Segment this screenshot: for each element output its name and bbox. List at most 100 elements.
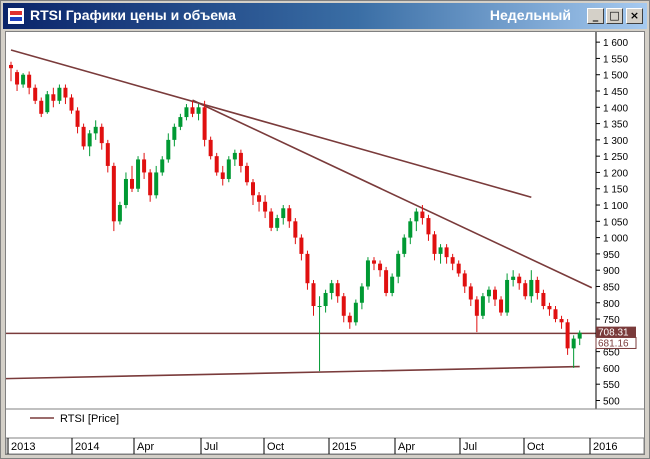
candle bbox=[257, 191, 262, 212]
x-tick-label: Apr bbox=[398, 441, 415, 453]
candle bbox=[414, 208, 419, 232]
candle bbox=[444, 244, 449, 264]
trendline[interactable] bbox=[192, 99, 593, 289]
candle bbox=[529, 270, 534, 303]
y-tick-label: 800 bbox=[603, 299, 620, 310]
candle bbox=[486, 286, 491, 303]
y-tick-label: 1 400 bbox=[603, 103, 628, 114]
price-marker-previous: 681.16 bbox=[595, 336, 637, 349]
candle bbox=[474, 296, 479, 333]
candle bbox=[244, 162, 249, 186]
candle bbox=[311, 279, 316, 316]
maximize-button[interactable]: □ bbox=[606, 8, 623, 24]
y-tick-label: 1 100 bbox=[603, 201, 628, 212]
y-tick-label: 600 bbox=[603, 364, 620, 375]
price-chart[interactable]: 1 600 1 550 1 500 1 450 1 400 1 350 1 300 1 250… bbox=[4, 32, 645, 455]
y-tick-label: 750 bbox=[603, 315, 620, 326]
candle bbox=[117, 201, 122, 225]
trendline[interactable] bbox=[4, 365, 580, 380]
legend-label: RTSI [Price] bbox=[60, 413, 119, 425]
candle bbox=[184, 104, 189, 121]
candle bbox=[462, 270, 467, 293]
candle bbox=[263, 195, 268, 219]
candle bbox=[559, 315, 564, 329]
candle bbox=[130, 165, 134, 192]
candle bbox=[523, 279, 528, 300]
date-strip bbox=[5, 437, 645, 455]
candle bbox=[323, 289, 328, 313]
candle bbox=[251, 178, 255, 206]
candle bbox=[438, 244, 443, 264]
minimize-button[interactable]: _ bbox=[587, 8, 604, 24]
candle bbox=[148, 169, 153, 202]
candle bbox=[341, 292, 346, 323]
candle bbox=[57, 84, 62, 105]
candle bbox=[347, 312, 352, 329]
candle bbox=[577, 330, 582, 346]
trendlines bbox=[4, 49, 598, 380]
candle bbox=[384, 266, 389, 297]
candle bbox=[123, 172, 128, 209]
y-tick-label: 650 bbox=[603, 348, 620, 359]
candle bbox=[111, 162, 116, 232]
candle bbox=[456, 260, 461, 277]
y-tick-label: 850 bbox=[603, 282, 620, 293]
x-tick-label: 2016 bbox=[593, 441, 617, 453]
y-tick-label: 500 bbox=[603, 396, 620, 407]
y-tick-label: 1 450 bbox=[603, 87, 628, 98]
candle bbox=[208, 136, 213, 160]
x-tick-label: 2014 bbox=[75, 441, 99, 453]
window-title: RTSI Графики цены и объема bbox=[30, 7, 236, 23]
trendline[interactable] bbox=[10, 49, 532, 198]
candle bbox=[390, 273, 395, 297]
candle bbox=[426, 214, 431, 241]
candle bbox=[305, 250, 310, 290]
candle bbox=[553, 306, 558, 323]
candle bbox=[565, 319, 570, 355]
candle bbox=[190, 100, 195, 118]
x-tick-label: Apr bbox=[137, 441, 154, 453]
x-tick-label: Jul bbox=[204, 441, 218, 453]
candle bbox=[432, 231, 437, 261]
title-bar[interactable]: RTSI Графики цены и объема Недельный _ □… bbox=[3, 3, 647, 29]
candle bbox=[299, 234, 304, 261]
candle bbox=[75, 107, 80, 134]
price-marker-current: 708.31 bbox=[596, 326, 636, 339]
candle bbox=[335, 279, 340, 303]
price-axis: 1 600 1 550 1 500 1 450 1 400 1 350 1 300 1 250… bbox=[595, 32, 628, 409]
candle bbox=[547, 302, 552, 316]
candle bbox=[51, 87, 56, 108]
close-button[interactable]: × bbox=[626, 8, 643, 24]
candle bbox=[511, 270, 516, 287]
x-tick-label: Oct bbox=[527, 441, 544, 453]
candle bbox=[136, 156, 141, 192]
candle bbox=[33, 84, 38, 105]
candle bbox=[359, 283, 364, 310]
y-tick-label: 1 250 bbox=[603, 152, 628, 163]
candle bbox=[21, 73, 26, 88]
y-tick-label: 550 bbox=[603, 380, 620, 391]
candle bbox=[468, 283, 473, 307]
candle bbox=[365, 257, 370, 290]
svg-text:681.16: 681.16 bbox=[598, 338, 629, 349]
y-tick-label: 1 150 bbox=[603, 185, 628, 196]
candle bbox=[329, 279, 334, 300]
candle bbox=[220, 165, 225, 186]
y-tick-label: 1 550 bbox=[603, 54, 628, 65]
candle bbox=[214, 152, 219, 176]
y-tick-label: 1 500 bbox=[603, 71, 628, 82]
y-tick-label: 900 bbox=[603, 266, 620, 277]
candle bbox=[505, 273, 510, 316]
candle bbox=[541, 289, 546, 310]
candle bbox=[39, 97, 44, 118]
y-tick-label: 1 200 bbox=[603, 168, 628, 179]
y-tick-label: 1 050 bbox=[603, 217, 628, 228]
chart-area[interactable]: 1 600 1 550 1 500 1 450 1 400 1 350 1 300 1 250… bbox=[4, 31, 645, 455]
chart-app-icon bbox=[7, 7, 25, 25]
candle bbox=[493, 286, 497, 307]
y-tick-label: 1 300 bbox=[603, 136, 628, 147]
candle bbox=[69, 94, 74, 114]
period-label: Недельный bbox=[489, 7, 571, 23]
candle bbox=[226, 156, 231, 183]
